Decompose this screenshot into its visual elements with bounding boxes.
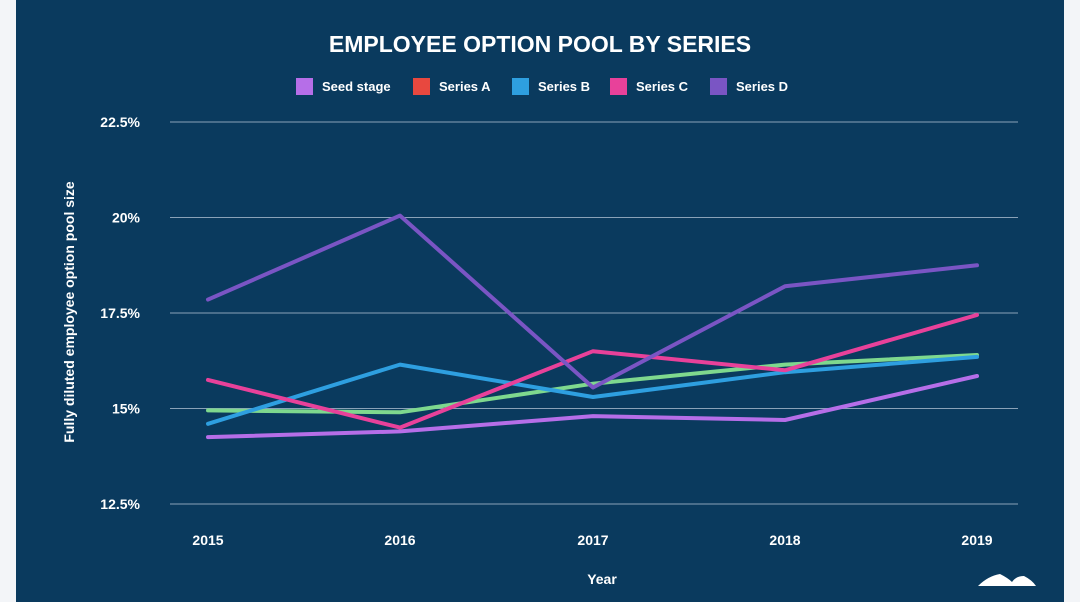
y-axis-label: Fully diluted employee option pool size <box>61 181 77 443</box>
legend: Seed stage Series A Series B Series C Series… <box>296 78 788 95</box>
x-tick-label: 2017 <box>577 532 608 548</box>
x-tick-label: 2015 <box>192 532 223 548</box>
y-tick-label: 12.5% <box>100 496 140 512</box>
series-line <box>206 312 979 430</box>
y-tick-label: 20% <box>112 210 141 226</box>
x-axis-label: Year <box>587 571 617 587</box>
legend-swatch <box>512 78 529 95</box>
legend-label: Series D <box>736 79 788 94</box>
y-tick-label: 17.5% <box>100 305 140 321</box>
legend-item: Series B <box>512 78 590 95</box>
series-lines <box>206 213 979 440</box>
legend-label: Series B <box>538 79 590 94</box>
legend-swatch <box>710 78 727 95</box>
gridlines <box>170 121 1018 505</box>
series-line <box>206 354 979 426</box>
x-tick-label: 2019 <box>961 532 992 548</box>
chart-panel <box>16 0 1064 602</box>
x-tick-label: 2016 <box>384 532 415 548</box>
x-tick-label: 2018 <box>769 532 800 548</box>
legend-label: Seed stage <box>322 79 391 94</box>
legend-label: Series C <box>636 79 689 94</box>
legend-item: Series A <box>413 78 491 95</box>
legend-item: Series D <box>710 78 788 95</box>
y-tick-label: 15% <box>112 401 141 417</box>
brand-logo <box>978 574 1036 586</box>
mountain-logo-icon <box>978 574 1036 586</box>
legend-swatch <box>296 78 313 95</box>
series-line <box>206 213 979 390</box>
series-line <box>206 374 979 440</box>
y-tick-label: 22.5% <box>100 114 140 130</box>
legend-label: Series A <box>439 79 491 94</box>
x-axis-ticks: 2015 2016 2017 2018 2019 <box>192 532 992 548</box>
legend-item: Series C <box>610 78 689 95</box>
legend-swatch <box>413 78 430 95</box>
legend-swatch <box>610 78 627 95</box>
chart-title: EMPLOYEE OPTION POOL BY SERIES <box>329 31 751 57</box>
legend-item: Seed stage <box>296 78 391 95</box>
y-axis-ticks: 12.5% 15% 17.5% 20% 22.5% <box>100 114 140 512</box>
